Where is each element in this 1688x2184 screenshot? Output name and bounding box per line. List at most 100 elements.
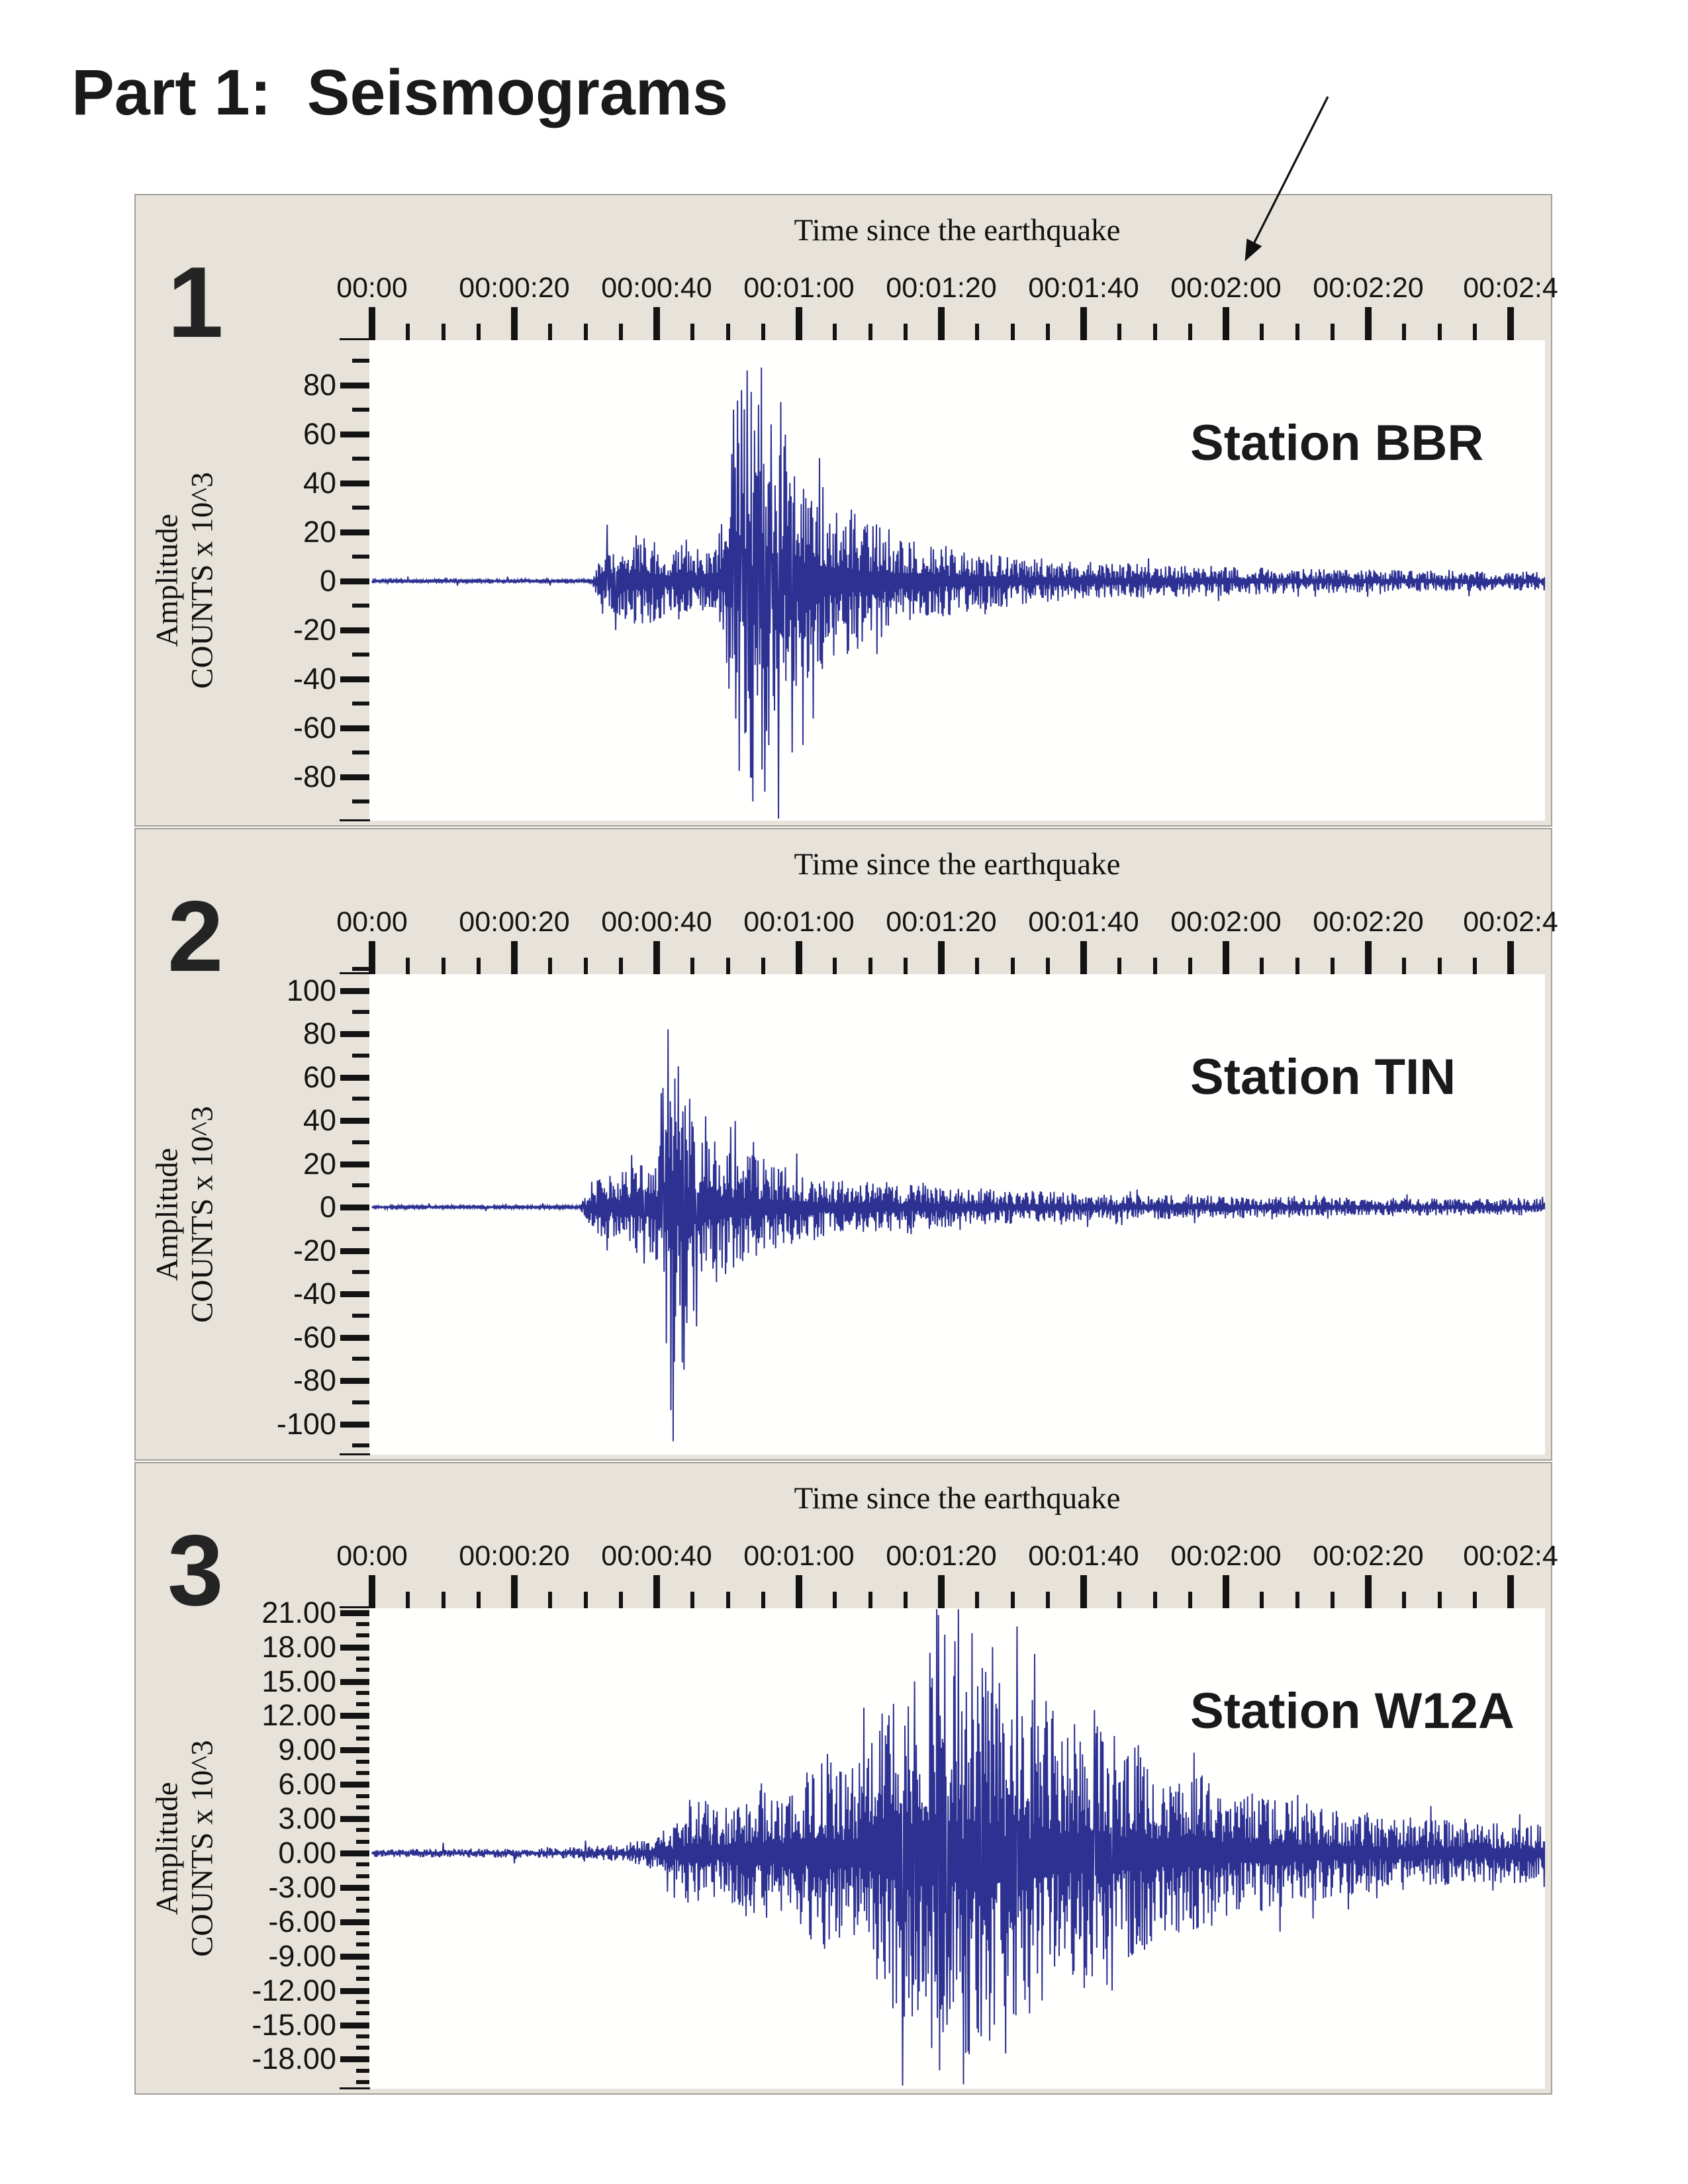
y-minor-tick [352,1010,369,1015]
station-label-tin: Station TIN [1190,1049,1456,1105]
time-minor-tick [1046,324,1051,340]
time-minor-tick [1473,1592,1477,1608]
y-minor-tick [356,2034,369,2038]
y-minor-tick [356,1794,369,1798]
time-major-tick [938,941,945,974]
y-major-tick [340,1205,369,1210]
time-minor-tick [832,1592,837,1608]
time-minor-tick [1188,324,1193,340]
y-tick-label: 40 [303,466,336,500]
y-minor-tick [356,1737,369,1741]
y-minor-tick [356,1770,369,1775]
time-major-tick [1365,307,1372,340]
seismogram-trace-bbr [371,367,1545,819]
time-tick-label: 00:02:20 [1313,1540,1424,1572]
y-minor-tick [352,1400,369,1404]
time-tick-label: 00:00:20 [459,272,570,304]
plot-area-1: Station BBR [369,340,1545,821]
seismogram-panel-1: 1 Time since the earthquake Amplitude CO… [134,194,1558,827]
time-axis-title-1: Time since the earthquake [794,213,1121,248]
y-major-tick [340,529,369,535]
time-minor-tick [904,1592,908,1608]
y-major-tick [340,1074,369,1081]
y-minor-tick [352,457,369,461]
y-major-tick [340,1161,369,1167]
time-minor-tick [868,324,872,340]
time-tick-label: 00:01:40 [1028,906,1139,938]
y-tick-label: 60 [303,417,336,451]
y-minor-tick [352,359,369,363]
time-minor-tick [1152,958,1157,974]
y-major-tick [340,432,369,437]
time-major-tick [938,307,945,340]
time-minor-tick [1259,1592,1264,1608]
y-major-tick [340,1291,369,1297]
y-major-tick [340,1378,369,1384]
y-major-tick [340,1919,369,1925]
time-minor-tick [726,324,730,340]
time-major-tick [511,941,518,974]
seismogram-panel-3: 3 Time since the earthquake Amplitude CO… [134,1462,1558,2095]
y-major-tick [340,1334,369,1341]
axis-cap-bottom [340,2087,370,2089]
time-minor-tick [761,324,766,340]
time-minor-tick [477,1592,481,1608]
y-major-tick [340,1953,369,1960]
time-minor-tick [1046,1592,1051,1608]
y-minor-tick [352,506,369,510]
time-tick-label: 00:00:20 [459,1540,570,1572]
y-minor-tick [352,653,369,657]
time-minor-tick [974,958,979,974]
time-minor-tick [441,1592,445,1608]
plot-area-2: Station TIN [369,974,1545,1455]
y-tick-label: 60 [303,1060,336,1094]
time-tick-label: 00:00 [336,1540,408,1572]
time-minor-tick [1295,1592,1299,1608]
time-minor-tick [1259,958,1264,974]
time-major-tick [796,941,802,974]
time-minor-tick [832,324,837,340]
time-tick-label: 00:00 [336,906,408,938]
time-minor-tick [974,324,979,340]
y-major-tick [340,480,369,486]
time-minor-tick [1152,1592,1157,1608]
y-minor-tick [356,1977,369,1981]
trace-path [371,1609,1545,2086]
y-minor-tick [356,1828,369,1833]
time-tick-label: 00:01:20 [886,906,997,938]
time-minor-tick [619,1592,624,1608]
time-minor-tick [477,324,481,340]
time-minor-tick [619,324,624,340]
y-major-tick [340,725,369,731]
time-minor-tick [1295,324,1299,340]
time-axis-title-3: Time since the earthquake [794,1481,1121,1516]
time-minor-tick [1117,1592,1121,1608]
time-major-tick [1080,1575,1087,1608]
y-minor-tick [356,1759,369,1764]
time-minor-tick [1188,1592,1193,1608]
y-tick-label: 80 [303,1017,336,1050]
plot-area-3: Station W12A [369,1608,1545,2089]
y-major-tick [340,1782,369,1788]
time-major-tick [796,307,802,340]
y-minor-tick [352,1140,369,1144]
time-minor-tick [1117,958,1121,974]
time-minor-tick [904,958,908,974]
time-tick-label: 00:02:4 [1463,906,1558,938]
time-major-tick [1507,941,1514,974]
y-minor-tick [356,1897,369,1901]
time-major-tick [369,941,375,974]
time-minor-tick [1331,958,1335,974]
y-minor-tick [356,1725,369,1729]
y-minor-tick [352,1226,369,1231]
y-tick-label: -40 [293,1277,336,1310]
y-minor-tick [356,1931,369,1936]
y-minor-tick [356,1622,369,1626]
y-tick-label: -60 [293,1320,336,1354]
time-minor-tick [690,324,694,340]
time-tick-label: 00:02:4 [1463,1540,1558,1572]
time-major-tick [1223,307,1229,340]
y-minor-tick [352,966,369,971]
y-tick-label: 3.00 [278,1801,336,1836]
